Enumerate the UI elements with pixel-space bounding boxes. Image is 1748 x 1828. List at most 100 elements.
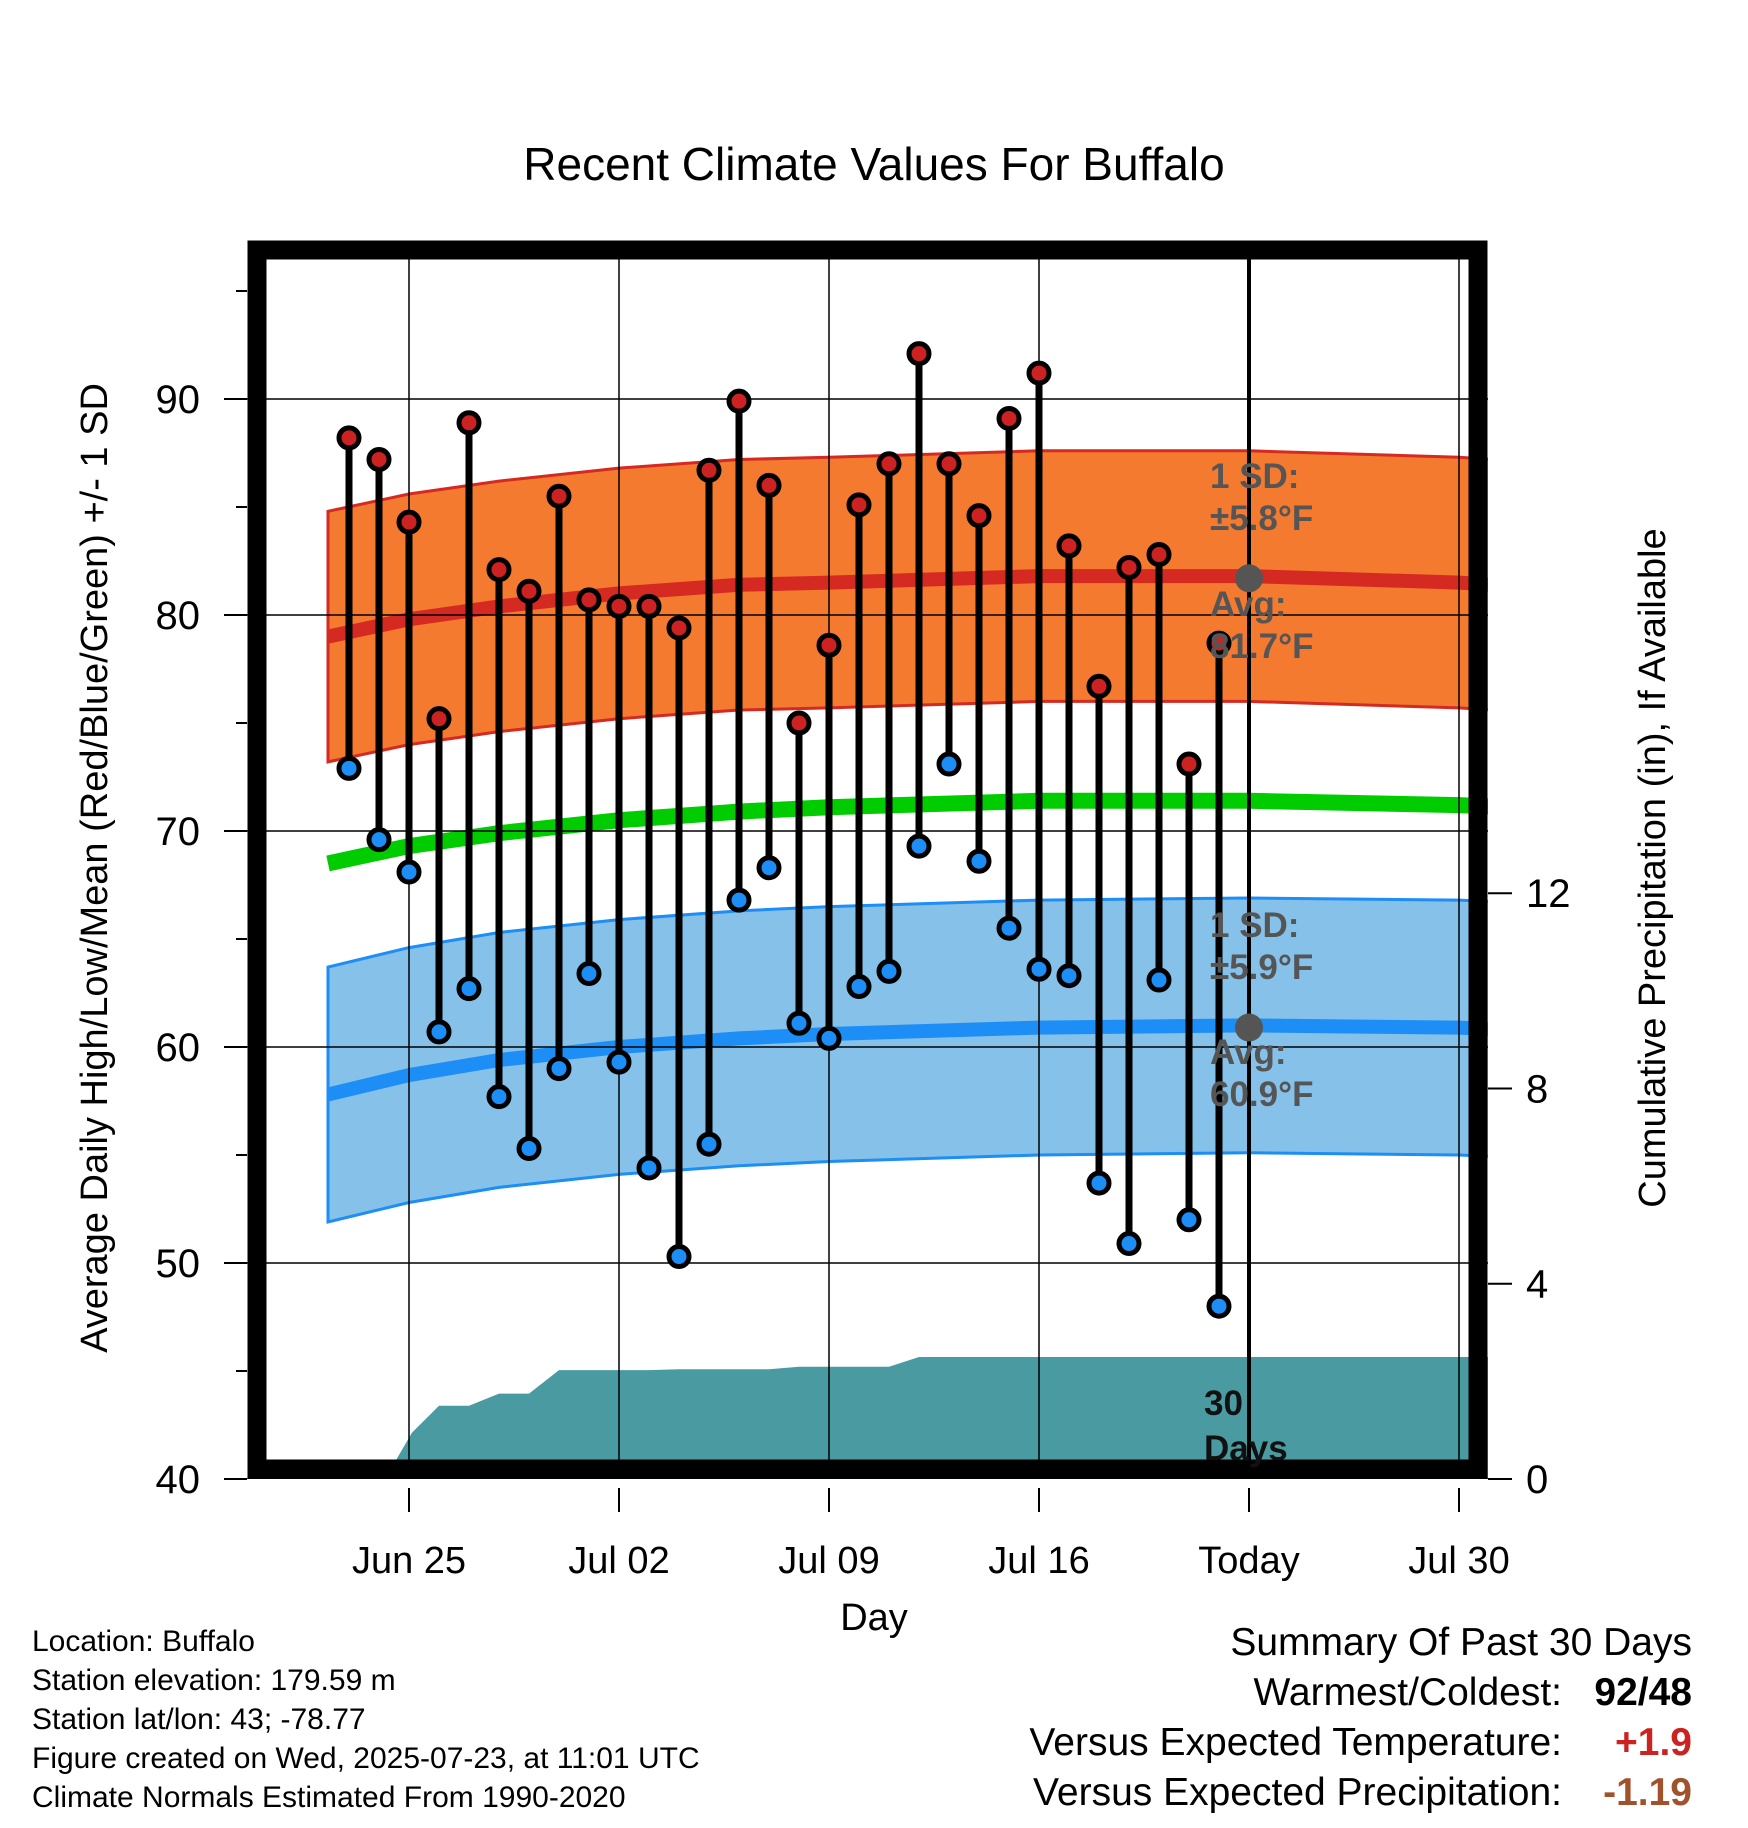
low-point [966, 848, 992, 874]
low-point [1116, 1231, 1142, 1257]
low-avg-line [326, 1018, 1488, 1102]
high-point [576, 587, 602, 613]
high-point [546, 483, 572, 509]
low-sd-label: 1 SD: [1210, 906, 1299, 945]
warmest-value: 92 [1594, 1671, 1638, 1714]
high-point [1086, 673, 1112, 699]
y2-tick-label: 8 [1526, 1067, 1548, 1111]
y-axis-label: Average Daily High/Low/Mean (Red/Blue/Gr… [74, 383, 116, 1353]
high-point [876, 451, 902, 477]
summary-temp-row: Versus Expected Temperature: +1.9 [1029, 1718, 1692, 1768]
low-point [936, 751, 962, 777]
low-point [1176, 1207, 1202, 1233]
low-point [816, 1025, 842, 1051]
high-point [906, 341, 932, 367]
x-tick-label-today: Today [1198, 1540, 1299, 1582]
slash: / [1637, 1671, 1649, 1714]
low-point [666, 1244, 692, 1270]
y-tick-label: 50 [156, 1242, 201, 1286]
y2-tick-label: 12 [1526, 872, 1571, 916]
chart-title: Recent Climate Values For Buffalo [523, 138, 1224, 190]
summary-heading: Summary Of Past 30 Days [1230, 1621, 1692, 1664]
axes: 40 50 60 70 80 90 0 4 8 12 Jun 25 Jul 02 Jul 09 Jul 1… [156, 240, 1571, 1582]
high-point [516, 578, 542, 604]
low-point [606, 1049, 632, 1075]
low-avg-value: 60.9°F [1210, 1075, 1314, 1114]
low-point [546, 1056, 572, 1082]
high-avg-line [326, 569, 1488, 644]
high-point [996, 405, 1022, 431]
high-point [606, 593, 632, 619]
precip-days-number: 30 [1204, 1384, 1243, 1423]
summary-panel: Summary Of Past 30 Days Warmest/Coldest:… [1029, 1618, 1692, 1818]
y-tick-label: 70 [156, 810, 201, 854]
latlon-text: Station lat/lon: 43; -78.77 [32, 1703, 366, 1736]
annotations: 1 SD: ±5.8°F Avg: 81.7°F 1 SD: ±5.9°F Av… [1204, 457, 1314, 1468]
normals-text: Climate Normals Estimated From 1990-2020 [32, 1781, 626, 1814]
low-sd-value: ±5.9°F [1210, 948, 1313, 987]
y-tick-label: 80 [156, 594, 201, 638]
low-avg-label: Avg: [1210, 1033, 1286, 1072]
low-point [846, 974, 872, 1000]
x-tick-label: Jul 30 [1408, 1540, 1509, 1582]
precip-value: -1.19 [1603, 1771, 1692, 1814]
high-point [786, 710, 812, 736]
warmest-coldest-value: 92/48 [1562, 1668, 1692, 1718]
high-point [696, 457, 722, 483]
summary-precip-row: Versus Expected Precipitation: -1.19 [1029, 1768, 1692, 1818]
x-axis-label: Day [840, 1597, 908, 1639]
low-point [906, 833, 932, 859]
high-point [636, 593, 662, 619]
temp-value: +1.9 [1615, 1721, 1692, 1764]
high-point [1176, 751, 1202, 777]
y-tick-label: 60 [156, 1026, 201, 1070]
low-point [876, 958, 902, 984]
low-point [336, 755, 362, 781]
plot-clip-group [247, 244, 1488, 1479]
y2-axis-label: Cumulative Precipitation (in), If Availa… [1632, 528, 1674, 1207]
low-point [516, 1136, 542, 1162]
summary-warmest-row: Warmest/Coldest: 92/48 [1029, 1668, 1692, 1718]
high-point [936, 451, 962, 477]
x-tick-label: Jul 09 [778, 1540, 879, 1582]
low-point [576, 961, 602, 987]
low-point [696, 1131, 722, 1157]
low-point [996, 915, 1022, 941]
y2-tick-label: 4 [1526, 1263, 1548, 1307]
high-sd-value: ±5.8°F [1210, 499, 1313, 538]
high-point [456, 410, 482, 436]
high-point [726, 388, 752, 414]
low-point [456, 976, 482, 1002]
plot-frame [247, 240, 1488, 1479]
high-point [846, 492, 872, 518]
high-point [1146, 542, 1172, 568]
high-point [1056, 533, 1082, 559]
low-point [756, 855, 782, 881]
high-point [1116, 554, 1142, 580]
created-text: Figure created on Wed, 2025-07-23, at 11… [32, 1742, 700, 1775]
station-info: Location: Buffalo Station elevation: 179… [32, 1622, 700, 1817]
low-point [486, 1084, 512, 1110]
x-tick-label: Jul 02 [568, 1540, 669, 1582]
low-point [1146, 967, 1172, 993]
low-point [396, 859, 422, 885]
high-point [966, 503, 992, 529]
low-point [1056, 963, 1082, 989]
temp-label: Versus Expected Temperature: [1029, 1721, 1562, 1764]
high-point [396, 509, 422, 535]
high-point [816, 632, 842, 658]
low-point [726, 887, 752, 913]
location-text: Location: Buffalo [32, 1625, 255, 1658]
plot-area [247, 244, 1488, 1479]
high-avg-marker [1235, 564, 1263, 593]
precip-days-label: Days [1204, 1429, 1288, 1468]
low-point [366, 827, 392, 853]
x-tick-label: Jul 16 [988, 1540, 1089, 1582]
coldest-value: 48 [1648, 1671, 1692, 1714]
high-point [1026, 360, 1052, 386]
low-point [1086, 1170, 1112, 1196]
high-point [1206, 630, 1232, 656]
x-tick-label: Jun 25 [352, 1540, 466, 1582]
y-tick-label: 40 [156, 1458, 201, 1502]
high-point [666, 615, 692, 641]
